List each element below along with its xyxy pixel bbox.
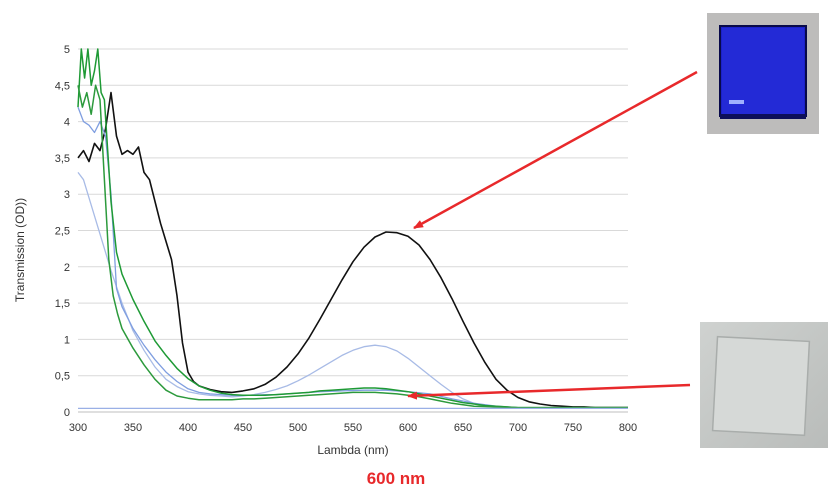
series-line-3 bbox=[77, 106, 628, 410]
blue-filter-photo bbox=[707, 13, 819, 134]
y-tick-label: 2 bbox=[64, 262, 70, 274]
y-tick-label: 1 bbox=[64, 334, 70, 346]
x-tick-label: 300 bbox=[69, 422, 87, 434]
x-tick-label: 500 bbox=[289, 422, 307, 434]
y-tick-label: 2,5 bbox=[55, 226, 70, 238]
y-tick-label: 1,5 bbox=[55, 298, 70, 310]
wavelength-caption: 600 nm bbox=[367, 469, 426, 488]
chart-area: 0 0,5 1 1,5 2 2,5 3 3,5 4 4,5 5 300 350 400 450 500 550… bbox=[55, 44, 637, 434]
series-line-1 bbox=[77, 91, 628, 409]
x-tick-label: 550 bbox=[344, 422, 362, 434]
clear-glass-photo bbox=[700, 322, 828, 448]
arrow-to-blue-peak bbox=[413, 70, 698, 230]
x-tick-label: 700 bbox=[509, 422, 527, 434]
y-tick-label: 0,5 bbox=[55, 371, 70, 383]
series-lines bbox=[77, 48, 628, 410]
x-tick-labels: 300 350 400 450 500 550 600 650 700 750 800 bbox=[69, 422, 637, 434]
y-tick-label: 0 bbox=[64, 407, 70, 419]
y-tick-label: 3,5 bbox=[55, 153, 70, 165]
y-tick-label: 4,5 bbox=[55, 80, 70, 92]
x-tick-label: 800 bbox=[619, 422, 637, 434]
y-axis-title: Transmission (OD)) bbox=[13, 198, 27, 302]
x-tick-label: 750 bbox=[564, 422, 582, 434]
x-tick-label: 650 bbox=[454, 422, 472, 434]
x-axis-title: Lambda (nm) bbox=[317, 443, 388, 457]
y-tick-labels: 0 0,5 1 1,5 2 2,5 3 3,5 4 4,5 5 bbox=[55, 44, 70, 419]
series-line-5 bbox=[77, 84, 628, 409]
gridlines bbox=[78, 48, 628, 377]
x-tick-label: 350 bbox=[124, 422, 142, 434]
y-tick-label: 4 bbox=[64, 117, 70, 129]
x-tick-label: 450 bbox=[234, 422, 252, 434]
arrow-to-clear-curve bbox=[407, 383, 691, 400]
x-tick-label: 600 bbox=[399, 422, 417, 434]
series-line-2 bbox=[77, 172, 628, 410]
y-tick-label: 3 bbox=[64, 189, 70, 201]
y-tick-label: 5 bbox=[64, 44, 70, 56]
series-line-4 bbox=[77, 48, 628, 409]
x-tick-label: 400 bbox=[179, 422, 197, 434]
